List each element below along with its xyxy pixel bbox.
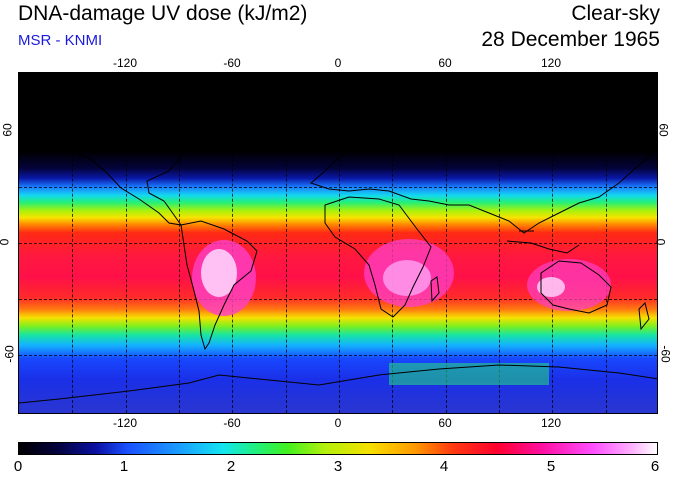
sky-condition-label: Clear-sky (571, 2, 660, 25)
lat-tick-right: 60 (656, 123, 671, 137)
australia-peak (537, 277, 565, 297)
lat-tick-left: 0 (0, 239, 11, 246)
lon-tick-top: 0 (334, 56, 342, 70)
map-date: 28 December 1965 (481, 28, 660, 51)
latitude-gridline (19, 355, 657, 356)
colorbar-label: 3 (333, 458, 343, 475)
longitude-gridline (552, 73, 553, 413)
longitude-gridline (286, 73, 287, 413)
longitude-gridline (499, 73, 500, 413)
lon-tick-top: 120 (540, 56, 562, 70)
lat-tick-right: -60 (658, 345, 673, 363)
south-america-outline (180, 220, 258, 351)
coastline-overlay (19, 84, 657, 404)
australia-outline (540, 260, 612, 314)
longitude-gridline (179, 73, 180, 413)
lon-tick-bottom: -120 (112, 416, 138, 430)
colorbar-label: 2 (226, 458, 236, 475)
colorbar-label: 4 (439, 458, 449, 475)
latitude-gridline (19, 131, 657, 132)
lon-tick-top: 60 (438, 56, 452, 70)
colorbar-label: 6 (650, 458, 660, 475)
lon-tick-top: -120 (112, 56, 138, 70)
lon-tick-bottom: -60 (223, 416, 241, 430)
colorbar-legend (18, 442, 658, 455)
south-america-peak (201, 249, 237, 297)
lat-tick-left: -60 (2, 345, 17, 363)
greenland-outline (183, 84, 242, 126)
longitude-gridline (606, 73, 607, 413)
uv-dose-map (18, 72, 658, 414)
new-zealand-outline (638, 302, 650, 331)
latitude-gridline (19, 187, 657, 188)
longitude-gridline (72, 73, 73, 413)
lon-tick-bottom: 120 (540, 416, 562, 430)
indonesia-outline (506, 230, 580, 254)
colorbar-label: 0 (13, 458, 23, 475)
antarctica-outline (19, 364, 657, 404)
lat-tick-left: 60 (0, 123, 15, 137)
north-america-outline (30, 102, 185, 226)
antarctic-coast-band (389, 363, 549, 385)
africa-peak (383, 260, 431, 296)
colorbar-label: 1 (119, 458, 129, 475)
map-title: DNA-damage UV dose (kJ/m2) (18, 2, 308, 25)
europe-asia-outline (310, 116, 657, 234)
lon-tick-bottom: 0 (334, 416, 342, 430)
madagascar-outline (430, 276, 440, 303)
latitude-gridline (19, 299, 657, 300)
longitude-gridline (446, 73, 447, 413)
australia-uv-hotspot (527, 259, 611, 311)
lat-tick-right: 0 (653, 238, 668, 246)
lon-tick-top: -60 (223, 56, 241, 70)
source-credit: MSR - KNMI (18, 32, 103, 49)
colorbar-label: 5 (546, 458, 556, 475)
latitude-gridline (19, 243, 657, 244)
lon-tick-bottom: 60 (438, 416, 452, 430)
africa-outline (324, 196, 432, 318)
longitude-gridline (339, 73, 340, 413)
longitude-gridline (126, 73, 127, 413)
